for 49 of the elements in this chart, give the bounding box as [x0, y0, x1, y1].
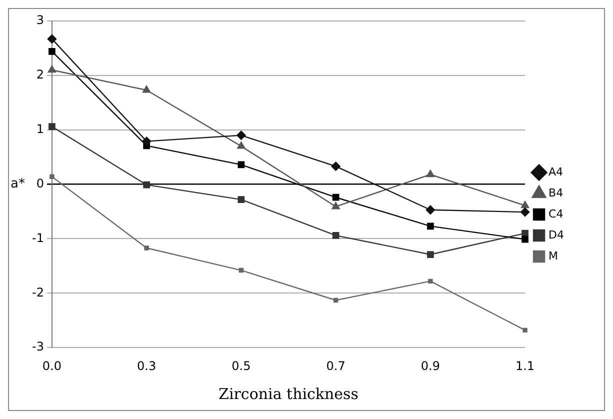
y-tick-label: 1 — [36, 122, 44, 136]
point — [238, 268, 244, 273]
y-tick-label: -3 — [32, 340, 44, 354]
x-tick-label: 0.0 — [42, 358, 62, 373]
x-tick-label: 1.1 — [515, 358, 535, 373]
point — [237, 142, 246, 149]
point — [142, 86, 151, 93]
point — [426, 222, 434, 230]
x-tick-label: 0.3 — [137, 358, 156, 373]
y-tick-label: 2 — [36, 68, 44, 82]
point — [238, 196, 245, 203]
y-tick-label: -1 — [32, 230, 44, 245]
point — [428, 278, 433, 284]
point — [332, 194, 340, 201]
point — [332, 232, 340, 239]
x-tick-label: 0.5 — [232, 358, 251, 373]
legend-label: C4 — [548, 207, 564, 220]
legend-label: D4 — [548, 228, 564, 242]
legend-label: B4 — [548, 186, 564, 200]
point — [333, 298, 338, 303]
point — [331, 162, 340, 171]
point — [520, 200, 530, 208]
point — [48, 48, 56, 55]
point — [144, 246, 149, 250]
point — [50, 174, 54, 180]
point — [522, 230, 528, 237]
point — [522, 236, 528, 243]
y-tick-label: 0 — [36, 176, 44, 190]
point — [520, 207, 530, 217]
legend-label: M — [548, 249, 558, 262]
x-tick-label: 0.9 — [420, 358, 440, 373]
point — [48, 65, 56, 73]
point — [426, 205, 436, 214]
point — [426, 251, 434, 258]
y-tick-label: -2 — [32, 285, 44, 300]
point — [426, 170, 434, 178]
y-tick-label: 3 — [36, 13, 44, 28]
point — [522, 328, 528, 333]
x-axis-title: Zirconia thickness — [218, 384, 358, 403]
y-axis-title: a* — [10, 176, 26, 192]
point — [332, 202, 340, 210]
point — [236, 130, 246, 140]
point — [48, 123, 56, 130]
point — [238, 161, 245, 168]
point — [142, 136, 152, 146]
point — [143, 181, 150, 188]
point — [47, 34, 57, 44]
legend-label: A4 — [548, 165, 564, 178]
x-tick-label: 0.7 — [326, 358, 346, 373]
